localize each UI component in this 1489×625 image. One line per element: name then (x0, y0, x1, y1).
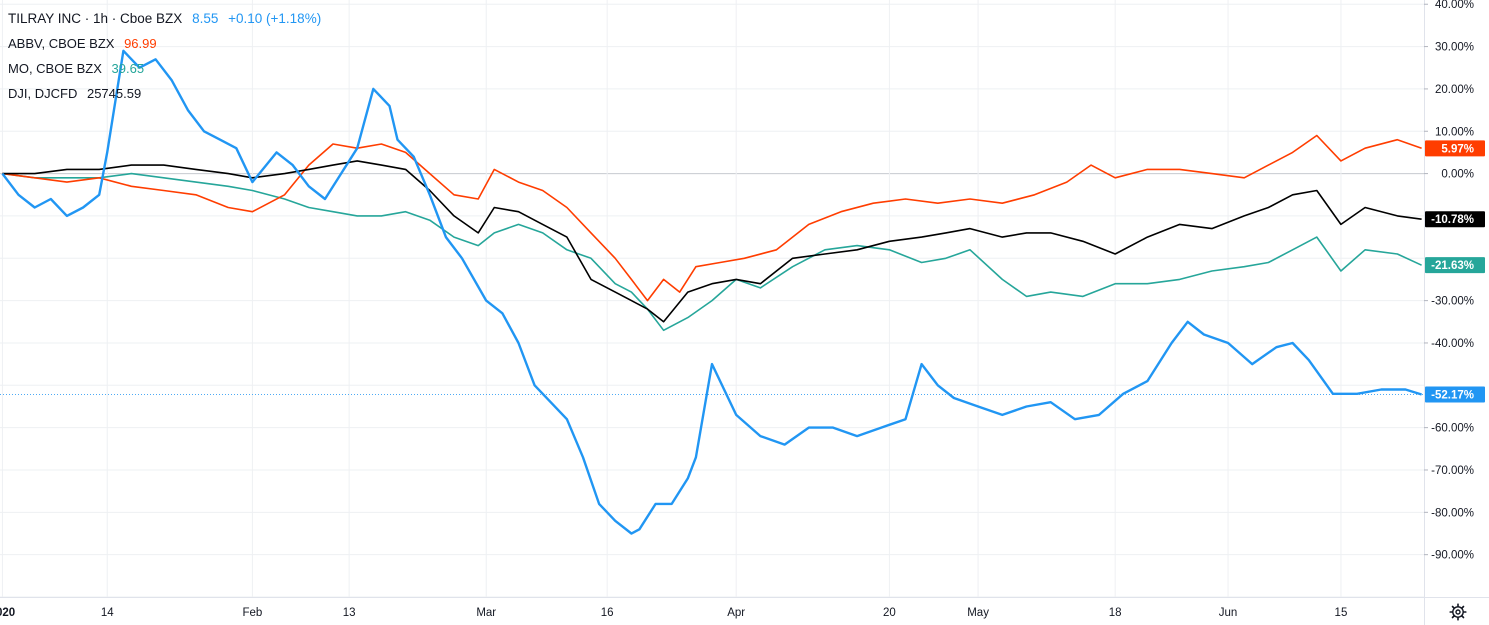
last-value-tag: -10.78% (1425, 211, 1485, 228)
legend-series-value: 8.55 (192, 11, 219, 26)
y-tick-label: -40.00% (1431, 338, 1474, 350)
chart-settings-gear-icon[interactable] (1449, 603, 1467, 621)
y-tick-label: -60.00% (1431, 423, 1474, 435)
x-tick-label: 16 (601, 607, 614, 619)
series-line-mo (2, 172, 1422, 332)
series-line-dji (2, 160, 1422, 323)
x-tick-label: Jun (1219, 607, 1238, 619)
legend-series-name: TILRAY INC · 1h · Cboe BZX (8, 11, 183, 26)
last-value-tag-bg (1425, 211, 1485, 228)
y-tick-label: -30.00% (1431, 296, 1474, 308)
price-axis[interactable]: 40.00% 30.00% 20.00% 10.00% 0.00% -30.00% -40.… (1424, 0, 1485, 625)
x-tick-label: 18 (1109, 607, 1122, 619)
legend-series-value: 39.65 (111, 61, 145, 76)
series-line-abbv (2, 134, 1422, 302)
last-value-tag-bg (1425, 140, 1485, 157)
legend-series-change: +0.10 (+1.18%) (228, 11, 322, 26)
x-tick-label: Apr (727, 607, 745, 619)
y-tick-label: 10.00% (1435, 126, 1474, 138)
legend-series-name: MO, CBOE BZX (8, 61, 102, 76)
last-value-tag: -21.63% (1425, 257, 1485, 274)
legend-series-name: ABBV, CBOE BZX (8, 36, 115, 51)
series-lines (0, 49, 1424, 535)
last-value-tag-label: -52.17% (1431, 389, 1474, 401)
x-tick-label: Mar (476, 607, 496, 619)
legend-row-abbv[interactable]: ABBV, CBOE BZX 96.99 (8, 31, 321, 56)
series-line-tilray (1, 49, 1422, 535)
last-value-tag: -52.17% (1425, 386, 1485, 403)
legend-row-tilray[interactable]: TILRAY INC · 1h · Cboe BZX 8.55 +0.10 (+… (8, 6, 321, 31)
last-value-tag-bg (1425, 257, 1485, 274)
x-tick-label: 20 (883, 607, 896, 619)
last-value-tag-bg (1425, 386, 1485, 403)
y-tick-label: -90.00% (1431, 550, 1474, 562)
x-tick-label: May (967, 607, 989, 619)
y-tick-label: 30.00% (1435, 42, 1474, 54)
y-tick-label: 0.00% (1441, 169, 1474, 181)
last-value-tag: 5.97% (1425, 140, 1485, 157)
last-value-tag-label: 5.97% (1441, 143, 1474, 155)
grid (0, 0, 1424, 598)
legend: TILRAY INC · 1h · Cboe BZX 8.55 +0.10 (+… (8, 6, 321, 106)
legend-row-dji[interactable]: DJI, DJCFD 25745.59 (8, 81, 321, 106)
x-tick-label: 15 (1335, 607, 1348, 619)
y-tick-label: -80.00% (1431, 507, 1474, 519)
x-tick-label: Feb (242, 607, 262, 619)
legend-series-value: 96.99 (124, 36, 157, 51)
x-tick-label: 13 (343, 607, 356, 619)
x-tick-label: 2020 (0, 607, 15, 619)
y-tick-label: -70.00% (1431, 465, 1474, 477)
legend-row-mo[interactable]: MO, CBOE BZX 39.65 (8, 56, 321, 81)
time-axis[interactable]: 2020 14 Feb 13 Mar 16 Apr 20 May 18 Jun 15 (0, 597, 1489, 620)
y-tick-label: 20.00% (1435, 84, 1474, 96)
last-value-tag-label: -10.78% (1431, 214, 1474, 226)
y-tick-label: 40.00% (1435, 0, 1474, 11)
legend-series-value: 25745.59 (86, 86, 142, 101)
legend-series-name: DJI, DJCFD (8, 86, 78, 101)
last-value-tag-label: -21.63% (1431, 260, 1474, 272)
x-tick-label: 14 (101, 607, 114, 619)
